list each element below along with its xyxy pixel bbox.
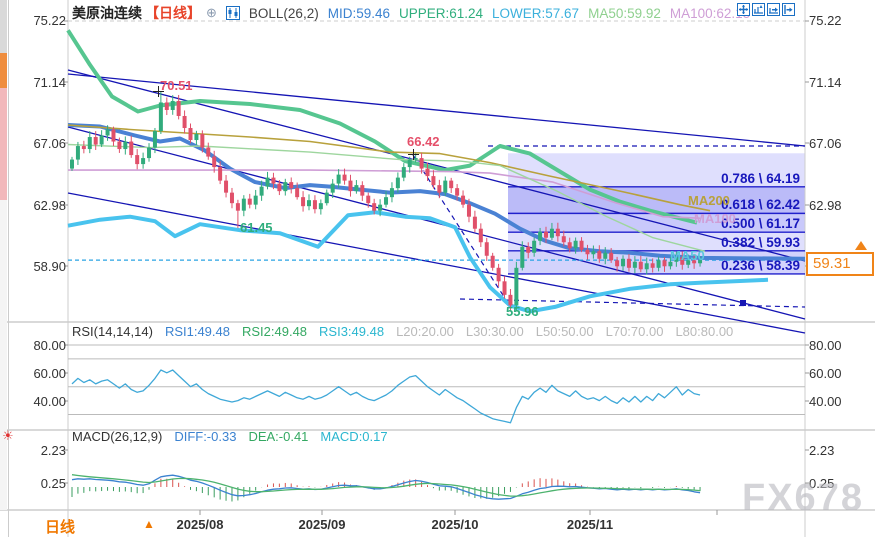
rsi-l70: L70:70.00 xyxy=(605,324,664,339)
rsi1-value: RSI1:49.48 xyxy=(164,324,230,339)
rsi-indicator-name: RSI(14,14,14) xyxy=(72,324,153,339)
rsi-label-left-2: 40.00 xyxy=(33,394,66,409)
rsi-l80: L80:80.00 xyxy=(675,324,734,339)
indicator-name: BOLL(26,2) xyxy=(248,5,319,21)
boll-upper-value: UPPER:61.24 xyxy=(398,5,484,21)
date-label-aug: 2025/08 xyxy=(176,517,224,532)
macd-label-right-0: 2.23 xyxy=(809,443,835,458)
auto-scale-icon[interactable] xyxy=(752,3,765,16)
price-label-left-0: 75.22 xyxy=(33,13,66,28)
sort-asc-icon[interactable]: ▲ xyxy=(143,517,155,531)
macd-indicator-name: MACD(26,12,9) xyxy=(72,429,163,444)
macd-dea-value: DEA:-0.41 xyxy=(248,429,309,444)
left-panel-border xyxy=(8,0,9,537)
candlestick-chart-icon[interactable] xyxy=(225,6,240,20)
macd-header: MACD(26,12,9) DIFF:-0.33 DEA:-0.41 MACD:… xyxy=(72,429,388,444)
swing-high-66-42: 66.42 xyxy=(407,134,440,149)
macd-diff-value: DIFF:-0.33 xyxy=(174,429,237,444)
indicator-settings-icon[interactable]: ☀ xyxy=(2,428,14,443)
date-label-nov: 2025/11 xyxy=(566,517,614,532)
anchor-cross-marker-1 xyxy=(153,86,164,97)
macd-label-right-1: 0.25 xyxy=(809,476,835,491)
date-label-sep: 2025/09 xyxy=(298,517,346,532)
rsi3-value: RSI3:49.48 xyxy=(319,324,385,339)
anchor-cross-marker-2 xyxy=(408,149,419,160)
left-strip-pale xyxy=(0,200,7,510)
fib-label-0236: 0.236 \ 58.39 xyxy=(721,258,800,273)
price-label-left-1: 71.14 xyxy=(33,75,66,90)
shift-right-icon[interactable] xyxy=(767,3,780,16)
rsi-label-right-0: 80.00 xyxy=(809,338,842,353)
rsi-label-right-2: 40.00 xyxy=(809,394,842,409)
chart-toolbar xyxy=(737,3,795,16)
swing-high-70-51: 70.51 xyxy=(160,78,193,93)
rsi-label-left-0: 80.00 xyxy=(33,338,66,353)
chart-header: 美原油连续 【日线】 ⊕ BOLL(26,2) MID:59.46 UPPER:… xyxy=(72,3,750,23)
current-price-badge: 59.31 xyxy=(806,252,874,276)
jump-to-latest-icon[interactable] xyxy=(782,3,795,16)
macd-label-left-0: 2.23 xyxy=(40,443,66,458)
price-up-arrow-icon xyxy=(855,241,867,250)
fib-label-0618: 0.618 \ 62.42 xyxy=(721,197,800,212)
price-label-right-0: 75.22 xyxy=(809,13,842,28)
watermark: FX678 xyxy=(742,477,864,519)
rsi-l50: L50:50.00 xyxy=(535,324,594,339)
symbol-name: 美原油连续 xyxy=(72,5,142,21)
swing-low-61-45: 61.45 xyxy=(240,220,273,235)
macd-label-left-1: 0.25 xyxy=(40,476,66,491)
price-label-right-2: 67.06 xyxy=(809,136,842,151)
rsi-label-right-1: 60.00 xyxy=(809,366,842,381)
rsi-label-left-1: 60.00 xyxy=(33,366,66,381)
tab-daily[interactable]: 日线 xyxy=(45,519,76,536)
price-label-right-1: 71.14 xyxy=(809,75,842,90)
price-label-left-3: 62.98 xyxy=(33,198,66,213)
crosshair-icon[interactable] xyxy=(737,3,750,16)
ma200-line-label: MA200 xyxy=(688,193,730,208)
fib-label-0500: 0.500 \ 61.17 xyxy=(721,216,800,231)
left-strip-pink xyxy=(0,88,7,200)
add-icon[interactable]: ⊕ xyxy=(206,5,217,20)
swing-low-55-96: 55.96 xyxy=(506,304,539,319)
rsi-l20: L20:20.00 xyxy=(396,324,454,339)
left-strip-gray xyxy=(0,0,7,53)
ma50-value: MA50:59.92 xyxy=(588,5,661,21)
period-tag: 【日线】 xyxy=(145,5,201,21)
left-strip-orange xyxy=(0,53,7,88)
fib-label-0786: 0.786 \ 64.19 xyxy=(721,171,800,186)
ma100-line-label: MA100 xyxy=(694,211,736,226)
price-label-right-3: 62.98 xyxy=(809,198,842,213)
fib-label-0382: 0.382 \ 59.93 xyxy=(721,235,800,250)
rsi-header: RSI(14,14,14) RSI1:49.48 RSI2:49.48 RSI3… xyxy=(72,324,733,339)
price-label-left-2: 67.06 xyxy=(33,136,66,151)
ma100-value: MA100:62.15 xyxy=(669,5,751,21)
boll-lower-value: LOWER:57.67 xyxy=(492,5,580,21)
rsi-l30: L30:30.00 xyxy=(465,324,524,339)
date-label-oct: 2025/10 xyxy=(431,517,479,532)
macd-macd-value: MACD:0.17 xyxy=(320,429,388,444)
price-label-left-4: 58.90 xyxy=(33,259,66,274)
boll-mid-value: MID:59.46 xyxy=(327,5,390,21)
rsi2-value: RSI2:49.48 xyxy=(241,324,308,339)
ma50-line-label: MA50 xyxy=(670,248,705,263)
